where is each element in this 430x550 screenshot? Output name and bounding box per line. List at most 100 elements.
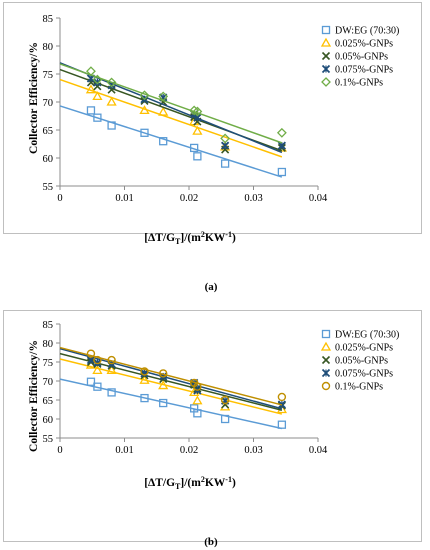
data-point-b-4 — [93, 355, 102, 365]
data-point-b-0 — [107, 388, 116, 397]
data-point-a-1 — [85, 84, 97, 94]
y-tick-label-b: 80 — [43, 339, 54, 350]
data-point-a-0 — [140, 128, 149, 137]
data-point-b-0 — [277, 420, 287, 429]
data-point-a-0 — [93, 113, 102, 122]
data-point-b-4 — [277, 392, 287, 402]
x-tick-label-a: 0.03 — [244, 193, 262, 204]
data-point-b-0 — [93, 382, 102, 391]
y-axis-title-b: Collector Efficiency/% — [28, 340, 40, 452]
x-axis-title-b: [ΔT/GT]/(m2KW-1) — [144, 475, 236, 491]
data-point-b-1 — [139, 374, 150, 384]
data-point-a-1 — [106, 96, 117, 106]
data-point-b-0 — [159, 398, 168, 408]
data-point-a-1 — [192, 125, 203, 135]
legend-marker-b-3 — [321, 368, 331, 378]
y-tick-label-a: 75 — [43, 70, 54, 81]
y-tick-label-a: 60 — [43, 154, 54, 165]
x-tick-label-b: 0.03 — [244, 445, 262, 456]
data-point-a-3 — [220, 141, 230, 150]
data-point-b-0 — [140, 393, 149, 403]
data-point-b-0 — [193, 409, 202, 418]
legend-marker-a-4 — [321, 77, 331, 87]
y-tick-label-b: 60 — [43, 415, 54, 426]
y-tick-label-b: 70 — [43, 377, 54, 388]
y-axis-title-a: Collector Efficiency/% — [28, 42, 40, 154]
x-tick-label-b: 0.04 — [309, 445, 328, 456]
y-tick-label-a: 85 — [43, 14, 54, 25]
trendline-b-0 — [59, 378, 283, 430]
data-point-a-0 — [220, 159, 230, 168]
data-point-a-1 — [158, 106, 169, 116]
data-point-a-0 — [190, 143, 199, 153]
data-point-b-3 — [140, 369, 149, 378]
data-point-a-4 — [220, 133, 231, 144]
data-point-b-1 — [92, 365, 103, 375]
trendline-a-4 — [59, 63, 283, 144]
y-tick-label-b: 75 — [43, 358, 54, 369]
trendline-a-0 — [59, 105, 283, 178]
data-point-a-0 — [86, 106, 96, 115]
data-point-b-1 — [106, 365, 117, 375]
data-point-a-0 — [277, 167, 287, 177]
legend-marker-b-4 — [321, 381, 331, 391]
panel-label-b: (b) — [204, 536, 218, 548]
y-tick-label-b: 55 — [43, 434, 54, 445]
data-point-b-4 — [86, 349, 96, 358]
data-point-a-0 — [193, 152, 202, 161]
x-tick-label-b: 0 — [57, 445, 62, 456]
data-point-b-4 — [140, 367, 149, 376]
legend-label-a-2: 0.05%-GNPs — [335, 52, 388, 63]
data-point-b-3 — [93, 358, 102, 367]
x-tick-label-b: 0.01 — [115, 445, 133, 456]
legend-marker-b-2 — [321, 355, 331, 365]
legend-label-b-0: DW:EG (70:30) — [335, 330, 399, 341]
legend-marker-a-2 — [321, 51, 331, 61]
x-tick-label-a: 0 — [57, 193, 62, 204]
legend-marker-a-0 — [321, 25, 331, 35]
legend-marker-b-1 — [320, 341, 332, 351]
chart-panel-a: Collector Efficiency/% [ΔT/GT]/(m2KW-1) … — [28, 14, 399, 293]
data-point-b-1 — [158, 380, 169, 390]
data-point-a-0 — [107, 121, 116, 130]
legend-label-a-0: DW:EG (70:30) — [335, 26, 399, 37]
x-tick-label-b: 0.02 — [180, 445, 198, 456]
data-point-a-4 — [92, 74, 103, 85]
data-point-b-4 — [158, 369, 168, 378]
legend-label-b-4: 0.1%-GNPs — [335, 382, 383, 393]
legend-label-a-3: 0.075%-GNPs — [335, 65, 393, 76]
y-tick-label-b: 85 — [43, 320, 54, 331]
y-tick-label-a: 55 — [43, 182, 54, 193]
data-point-b-4 — [220, 395, 230, 405]
legend-label-a-4: 0.1%-GNPs — [335, 78, 383, 89]
data-point-a-4 — [86, 66, 96, 77]
data-point-b-0 — [220, 414, 230, 424]
data-point-a-1 — [92, 91, 103, 101]
legend-marker-a-3 — [321, 64, 331, 74]
y-tick-label-a: 70 — [43, 98, 54, 109]
data-point-a-1 — [139, 105, 150, 115]
panel-label-a: (a) — [205, 281, 218, 293]
x-tick-label-a: 0.04 — [309, 193, 328, 204]
data-point-a-4 — [106, 77, 117, 88]
data-point-a-0 — [159, 137, 168, 146]
data-point-a-3 — [277, 141, 287, 150]
legend-label-b-2: 0.05%-GNPs — [335, 356, 388, 367]
chart-panel-b: Collector Efficiency/% [ΔT/GT]/(m2KW-1) … — [28, 320, 399, 548]
data-point-b-1 — [192, 395, 203, 405]
trendline-b-3 — [59, 347, 283, 410]
x-axis-title-a: [ΔT/GT]/(m2KW-1) — [144, 230, 236, 246]
chart-panel-b-frame — [3, 310, 422, 542]
x-tick-label-a: 0.01 — [115, 193, 133, 204]
data-point-b-0 — [86, 377, 96, 386]
data-point-a-4 — [192, 106, 203, 117]
y-tick-label-b: 65 — [43, 396, 54, 407]
y-tick-label-a: 80 — [43, 42, 54, 53]
data-point-a-4 — [139, 90, 150, 101]
legend-marker-a-1 — [320, 37, 332, 47]
legend-marker-b-0 — [321, 329, 331, 339]
data-point-a-4 — [276, 127, 287, 138]
y-tick-label-a: 65 — [43, 126, 54, 137]
data-point-b-4 — [193, 382, 202, 391]
legend-label-a-1: 0.025%-GNPs — [335, 39, 393, 50]
